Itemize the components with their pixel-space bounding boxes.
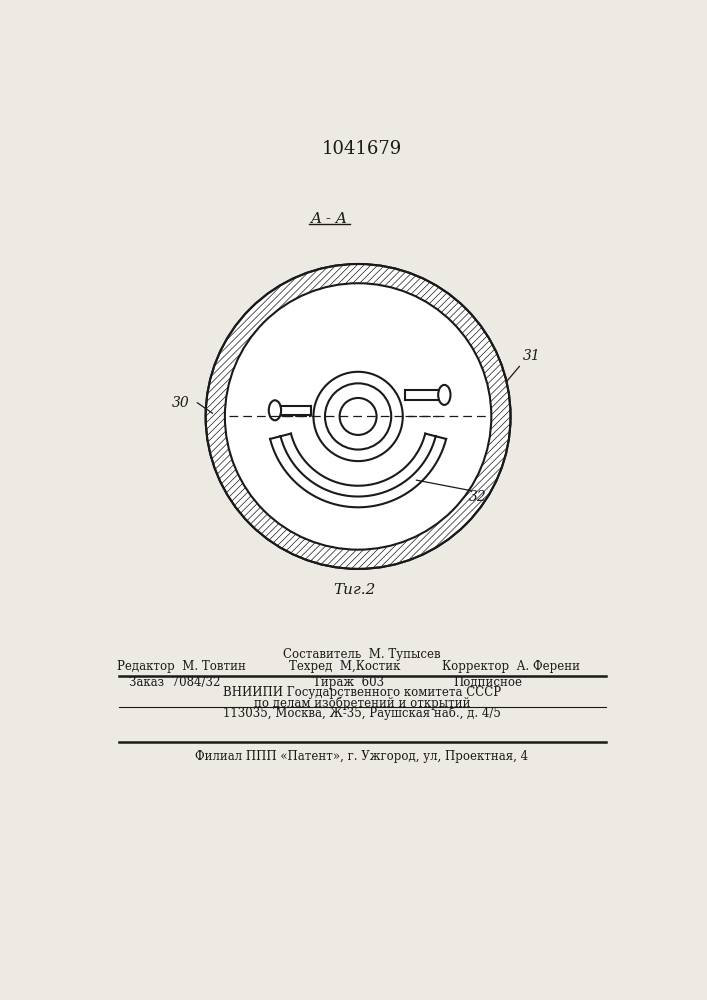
Text: по делам изобретений и открытий: по делам изобретений и открытий: [254, 696, 470, 710]
Text: Редактор  М. Товтин: Редактор М. Товтин: [117, 660, 245, 673]
Text: 1041679: 1041679: [322, 140, 402, 158]
Text: Тираж  603: Тираж 603: [312, 676, 384, 689]
Text: Τиг.2: Τиг.2: [333, 583, 375, 597]
Text: 31: 31: [523, 349, 541, 363]
Text: Подписное: Подписное: [453, 676, 522, 689]
Ellipse shape: [438, 385, 450, 405]
Text: Техред  М,Костик: Техред М,Костик: [288, 660, 400, 673]
Circle shape: [225, 283, 491, 550]
Text: 30: 30: [172, 396, 190, 410]
Text: ВНИИПИ Государственного комитета СССР: ВНИИПИ Государственного комитета СССР: [223, 686, 501, 699]
Text: 113035, Москва, Ж-35, Раушская наб., д. 4/5: 113035, Москва, Ж-35, Раушская наб., д. …: [223, 706, 501, 720]
Text: Корректор  А. Ферени: Корректор А. Ферени: [442, 660, 580, 673]
Circle shape: [206, 264, 510, 569]
Text: Заказ  7084/32: Заказ 7084/32: [129, 676, 221, 689]
Text: 32: 32: [469, 490, 486, 504]
Circle shape: [339, 398, 377, 435]
Text: Филиал ППП «Патент», г. Ужгород, ул, Проектная, 4: Филиал ППП «Патент», г. Ужгород, ул, Про…: [195, 750, 529, 763]
Text: A - A: A - A: [310, 212, 347, 226]
Ellipse shape: [269, 400, 281, 420]
Text: Составитель  М. Тупысев: Составитель М. Тупысев: [283, 648, 440, 661]
